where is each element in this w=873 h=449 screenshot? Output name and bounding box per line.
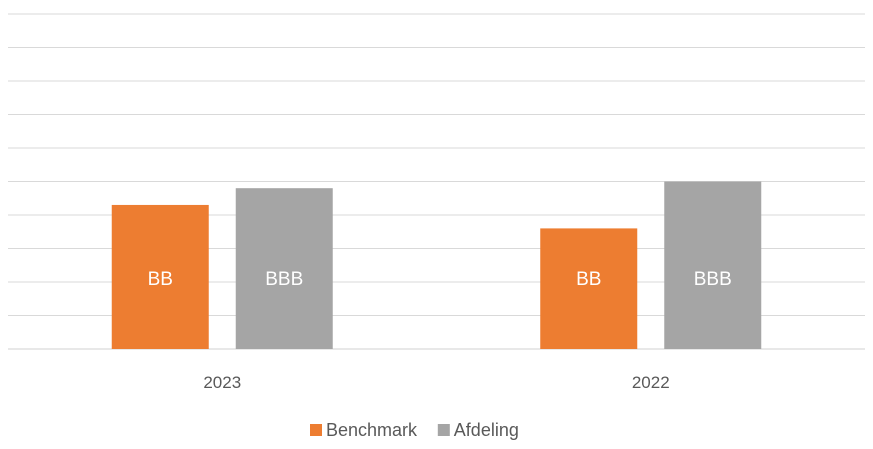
legend-swatch-benchmark [310, 424, 322, 436]
bar-benchmark-2023 [111, 204, 209, 349]
x-tick-label: 2022 [632, 373, 670, 392]
data-label: BBB [694, 269, 732, 290]
legend-swatch-afdeling [437, 424, 450, 436]
x-tick-label: 2023 [203, 373, 241, 392]
bar-afdeling-2023 [235, 188, 333, 349]
data-label: BBB [265, 269, 303, 290]
data-labels: BB BBB BB BBB [148, 269, 732, 290]
legend-label-benchmark: Benchmark [326, 420, 418, 440]
bar-afdeling-2022 [664, 181, 762, 349]
data-label: BB [148, 269, 173, 290]
x-axis: 2023 2022 [203, 373, 669, 392]
legend: Benchmark Afdeling [310, 420, 519, 440]
bars [111, 181, 762, 349]
legend-label-afdeling: Afdeling [454, 420, 519, 440]
bar-benchmark-2022 [540, 228, 638, 349]
data-label: BB [576, 269, 601, 290]
